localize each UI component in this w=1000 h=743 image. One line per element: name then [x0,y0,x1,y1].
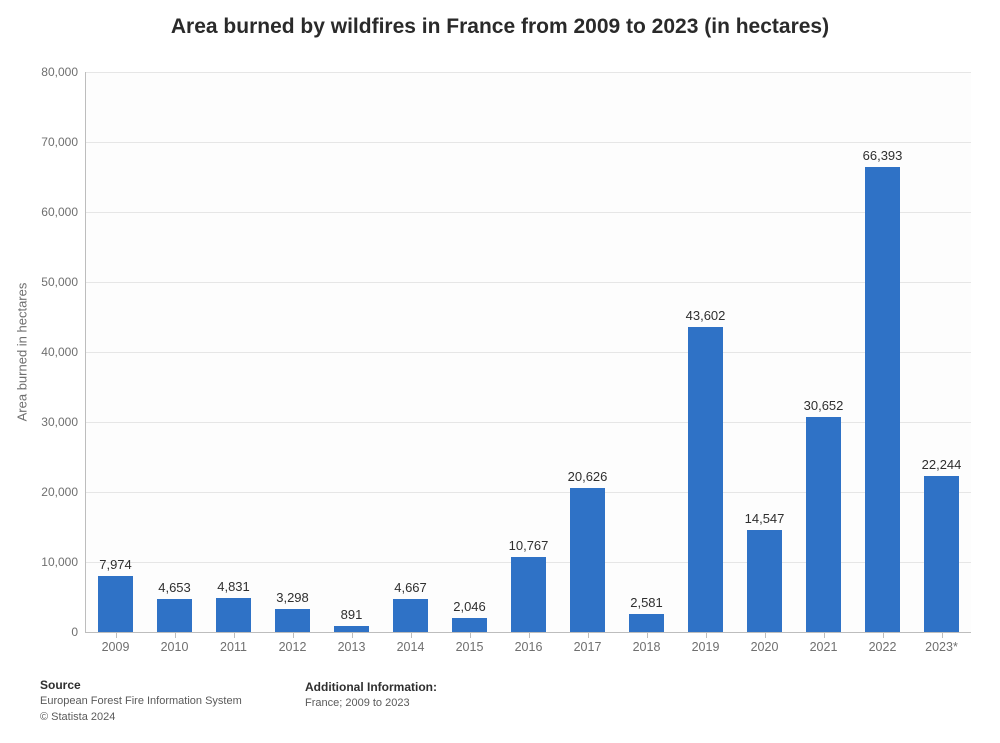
bar-value-label: 2,581 [630,595,663,610]
x-tick-label: 2017 [574,640,602,654]
bar [570,488,604,632]
plot-area: 010,00020,00030,00040,00050,00060,00070,… [85,72,971,633]
y-tick-label: 30,000 [41,415,78,429]
bar-value-label: 7,974 [99,557,132,572]
bar [98,576,132,632]
x-tick-label: 2019 [692,640,720,654]
x-tick-mark [883,632,884,638]
x-tick-mark [588,632,589,638]
x-tick-mark [942,632,943,638]
y-tick-label: 10,000 [41,555,78,569]
y-tick-label: 20,000 [41,485,78,499]
chart-container: Area burned by wildfires in France from … [0,0,1000,743]
bar [688,327,722,632]
x-tick-mark [175,632,176,638]
bar [393,599,427,632]
source-line: European Forest Fire Information System [40,694,242,709]
bar-value-label: 66,393 [863,148,903,163]
additional-line: France; 2009 to 2023 [305,696,437,711]
gridline [86,282,971,283]
bar [216,598,250,632]
footer-additional: Additional Information: France; 2009 to … [305,679,437,711]
y-axis-label: Area burned in hectares [15,283,30,422]
x-tick-mark [765,632,766,638]
bar [452,618,486,632]
bar [924,476,958,632]
bar-value-label: 22,244 [922,457,962,472]
bar-value-label: 30,652 [804,398,844,413]
bar [865,167,899,632]
x-tick-label: 2012 [279,640,307,654]
x-tick-label: 2022 [869,640,897,654]
gridline [86,352,971,353]
bar-value-label: 14,547 [745,511,785,526]
bar [275,609,309,632]
bar [629,614,663,632]
x-tick-mark [352,632,353,638]
bar-value-label: 4,831 [217,579,250,594]
y-tick-label: 80,000 [41,65,78,79]
x-tick-label: 2020 [751,640,779,654]
copyright: © Statista 2024 [40,710,242,725]
x-tick-label: 2015 [456,640,484,654]
bar-value-label: 10,767 [509,538,549,553]
additional-heading: Additional Information: [305,679,437,696]
bar [511,557,545,632]
x-tick-label: 2016 [515,640,543,654]
x-tick-label: 2018 [633,640,661,654]
x-tick-mark [647,632,648,638]
x-tick-mark [116,632,117,638]
bar [747,530,781,632]
x-tick-label: 2014 [397,640,425,654]
x-tick-mark [706,632,707,638]
y-tick-label: 60,000 [41,205,78,219]
bar [806,417,840,632]
bar-value-label: 20,626 [568,469,608,484]
x-tick-label: 2013 [338,640,366,654]
y-tick-label: 70,000 [41,135,78,149]
bar [157,599,191,632]
source-heading: Source [40,677,242,694]
chart-title: Area burned by wildfires in France from … [0,15,1000,39]
x-tick-mark [234,632,235,638]
bar-value-label: 2,046 [453,599,486,614]
gridline [86,212,971,213]
bar-value-label: 4,667 [394,580,427,595]
y-tick-label: 0 [71,625,78,639]
bar-value-label: 43,602 [686,308,726,323]
x-tick-label: 2010 [161,640,189,654]
x-tick-label: 2023* [925,640,958,654]
bar-value-label: 891 [341,607,363,622]
bar-value-label: 3,298 [276,590,309,605]
x-tick-mark [470,632,471,638]
y-tick-label: 40,000 [41,345,78,359]
footer-source: Source European Forest Fire Information … [40,677,242,725]
y-tick-label: 50,000 [41,275,78,289]
x-tick-mark [411,632,412,638]
x-tick-mark [293,632,294,638]
gridline [86,142,971,143]
gridline [86,72,971,73]
x-tick-label: 2011 [220,640,247,654]
x-tick-mark [824,632,825,638]
bar-value-label: 4,653 [158,580,191,595]
x-tick-label: 2009 [102,640,130,654]
x-tick-label: 2021 [810,640,838,654]
x-tick-mark [529,632,530,638]
